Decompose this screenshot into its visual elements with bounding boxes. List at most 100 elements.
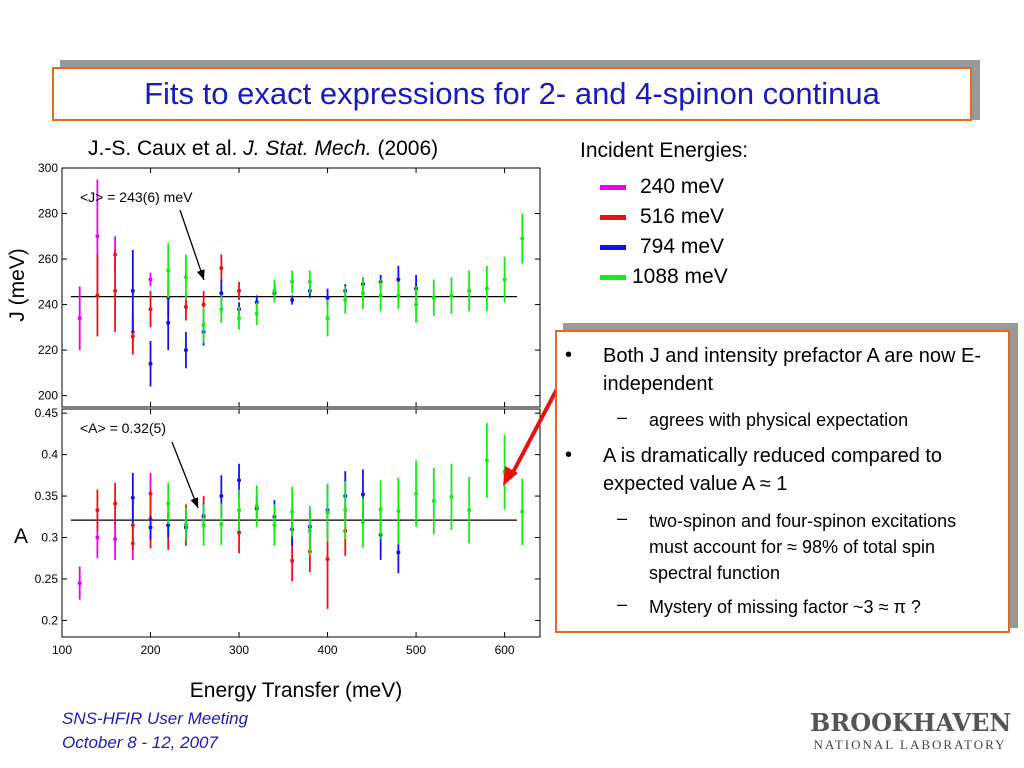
data-point <box>520 236 525 241</box>
y-axis-label: J (meV) <box>6 248 29 322</box>
reference-authors: J.-S. Caux et al. <box>88 137 244 160</box>
data-point <box>183 275 188 280</box>
legend-label: 516 meV <box>640 205 725 228</box>
reference-journal: J. Stat. Mech. <box>243 137 372 160</box>
data-point <box>467 288 472 293</box>
bullet-dot: • <box>565 344 573 366</box>
data-point <box>219 266 224 271</box>
x-tick-label: 100 <box>52 643 72 657</box>
data-point <box>254 311 259 316</box>
annotation-arrow <box>179 209 205 281</box>
legend-swatch <box>600 214 626 220</box>
data-point <box>254 504 259 509</box>
data-point <box>290 558 295 563</box>
data-point <box>325 557 330 562</box>
data-point <box>130 334 135 339</box>
data-point <box>325 510 330 515</box>
bullet-2: A is dramatically reduced compared to ex… <box>603 445 943 495</box>
bullet-2b: Mystery of missing factor ~3 ≈ π ? <box>649 597 921 617</box>
data-point <box>237 316 242 321</box>
data-point <box>237 508 242 513</box>
data-point <box>307 528 312 533</box>
data-point <box>360 492 365 497</box>
data-point <box>272 288 277 293</box>
annotation-arrowhead <box>190 497 199 508</box>
data-point <box>166 268 171 273</box>
bullet-dash: – <box>617 407 628 427</box>
y-axis-label: A <box>14 525 28 548</box>
reference-year: (2006) <box>371 137 439 160</box>
footer: SNS-HFIR User Meeting October 8 - 12, 20… <box>62 707 248 755</box>
data-point <box>95 508 100 513</box>
data-point <box>290 298 295 303</box>
y-tick-label: 0.3 <box>41 531 58 545</box>
bullet-dash: – <box>617 594 628 614</box>
data-point <box>219 291 224 296</box>
legend-title: Incident Energies: <box>580 139 749 162</box>
annotation-text: <A> = 0.32(5) <box>80 420 166 436</box>
data-point <box>484 458 489 463</box>
annotation-arrowhead <box>196 269 205 280</box>
data-point <box>484 286 489 291</box>
data-point <box>113 501 118 506</box>
data-point <box>307 279 312 284</box>
data-point <box>237 530 242 535</box>
data-point <box>449 494 454 499</box>
data-point <box>77 316 82 321</box>
x-tick-label: 600 <box>495 643 515 657</box>
plot-j: 200 220 240 260 280 300 <J> = 243(6) meV <box>38 161 541 408</box>
x-tick-label: 400 <box>318 643 338 657</box>
data-point <box>396 293 401 298</box>
logo-top: BROOKHAVEN <box>810 708 1012 737</box>
data-point <box>201 302 206 307</box>
data-point <box>449 293 454 298</box>
y-tick-label: 0.45 <box>35 406 59 420</box>
legend-swatch <box>600 244 626 250</box>
bullet-1: Both J and intensity prefactor A are now… <box>603 345 981 395</box>
data-point <box>219 522 224 527</box>
data-point <box>396 550 401 555</box>
plot-a: 0.2 0.25 0.3 0.35 0.4 0.45 100 200 300 400 500 600 <… <box>35 406 541 657</box>
footer-line-1: SNS-HFIR User Meeting <box>62 709 249 728</box>
data-point <box>467 508 472 513</box>
data-point <box>95 234 100 239</box>
legend-item: 1088 meV <box>600 264 728 290</box>
reference: J.-S. Caux et al. J. Stat. Mech. (2006) <box>88 137 438 161</box>
annotation-text: <J> = 243(6) meV <box>80 189 193 205</box>
data-point <box>148 361 153 366</box>
y-tick-label: 200 <box>38 389 58 403</box>
data-point <box>113 288 118 293</box>
plot-frame <box>61 408 541 638</box>
data-point <box>414 491 419 496</box>
data-point <box>130 523 135 528</box>
data-point <box>183 348 188 353</box>
logo-bottom: NATIONAL LABORATORY <box>813 737 1007 752</box>
y-tick-label: 280 <box>38 207 58 221</box>
data-point <box>148 307 153 312</box>
data-point <box>290 509 295 514</box>
data-point <box>272 523 277 528</box>
data-point <box>502 277 507 282</box>
data-point <box>183 522 188 527</box>
data-point <box>237 288 242 293</box>
y-tick-label: 0.4 <box>41 448 58 462</box>
data-point <box>290 279 295 284</box>
bullet-dot: • <box>565 444 573 466</box>
data-point <box>396 277 401 282</box>
annotation-arrow <box>171 441 199 509</box>
x-tick-label: 500 <box>406 643 426 657</box>
legend-label: 794 meV <box>640 235 725 258</box>
data-point <box>130 288 135 293</box>
data-point <box>325 316 330 321</box>
legend-label: 1088 meV <box>632 265 728 288</box>
title-box: Fits to exact expressions for 2- and 4-s… <box>52 67 972 121</box>
data-point <box>343 298 348 303</box>
legend-item: 516 meV <box>600 204 724 230</box>
x-tick-label: 200 <box>141 643 161 657</box>
data-point <box>378 293 383 298</box>
data-point <box>166 320 171 325</box>
slide-title: Fits to exact expressions for 2- and 4-s… <box>144 76 880 111</box>
y-tick-label: 0.25 <box>35 572 59 586</box>
y-tick-label: 300 <box>38 161 58 175</box>
